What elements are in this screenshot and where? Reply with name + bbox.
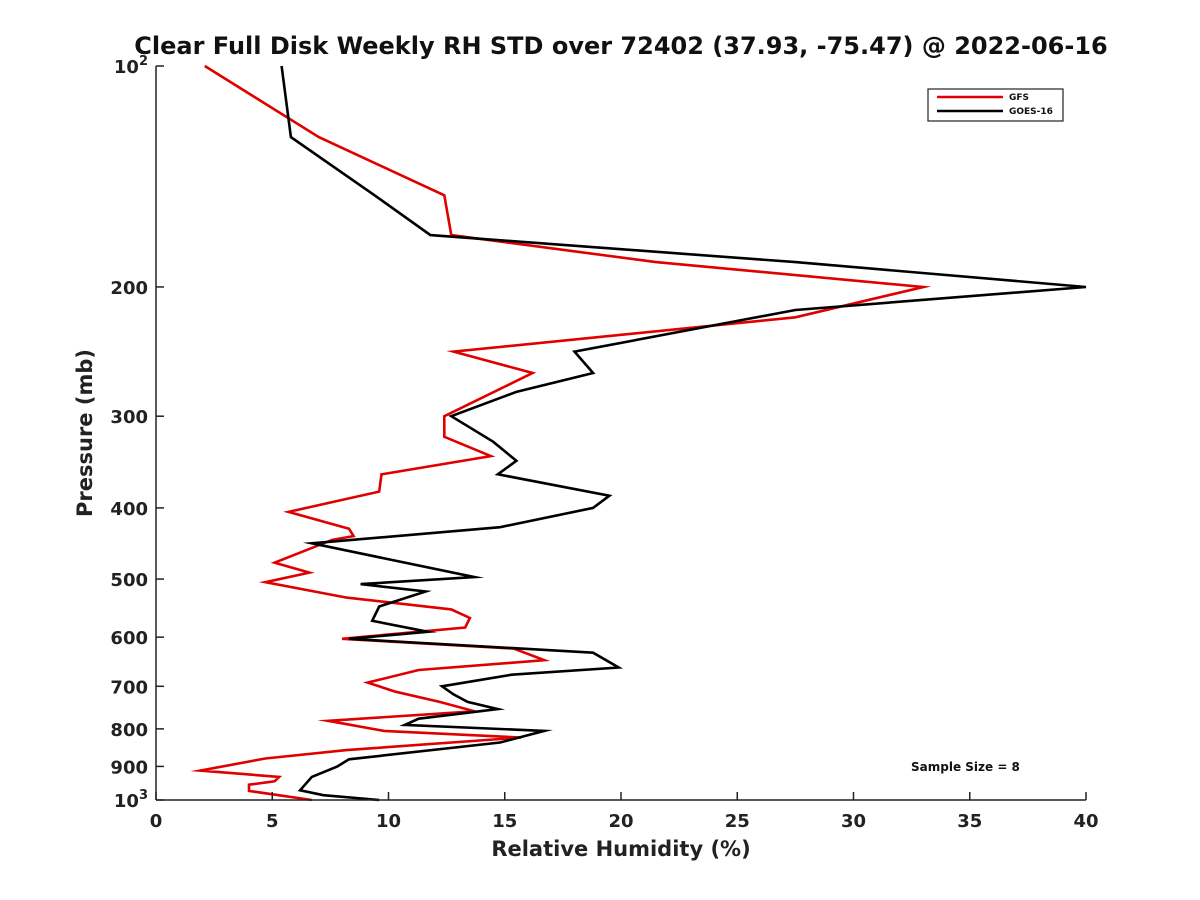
plot-area: 0 5 10 15 20 25 30 35 40 102 200 300 400 500 600 700 80… <box>110 54 1098 832</box>
y-tick-label: 102 <box>114 54 148 78</box>
y-tick-label: 900 <box>110 757 148 778</box>
y-axis-label: Pressure (mb) <box>73 349 97 517</box>
x-tick-label: 5 <box>266 811 279 832</box>
x-tick-label: 15 <box>492 811 517 832</box>
y-tick-label: 400 <box>110 499 148 520</box>
legend-label-gfs: GFS <box>1009 93 1029 103</box>
y-tick-label: 800 <box>110 720 148 741</box>
x-axis-label: Relative Humidity (%) <box>491 837 750 861</box>
y-axis-ticks: 102 200 300 400 500 600 700 800 900 103 <box>110 54 164 812</box>
x-tick-label: 25 <box>725 811 750 832</box>
y-tick-label: 103 <box>114 788 148 812</box>
y-tick-label: 300 <box>110 407 148 428</box>
x-tick-label: 40 <box>1073 811 1098 832</box>
x-tick-label: 20 <box>608 811 633 832</box>
series-layer <box>190 64 1087 802</box>
y-tick-label: 600 <box>110 628 148 649</box>
y-tick-label: 500 <box>110 570 148 591</box>
legend-box <box>927 88 1064 122</box>
y-tick-label: 700 <box>110 677 148 698</box>
y-tick-label: 200 <box>110 278 148 299</box>
x-tick-label: 0 <box>150 811 163 832</box>
legend-label-goes-16: GOES-16 <box>1009 107 1053 117</box>
series-line-goes-16 <box>280 65 1087 802</box>
x-axis-ticks: 0 5 10 15 20 25 30 35 40 <box>150 792 1099 832</box>
legend: GFS GOES-16 <box>927 88 1064 122</box>
x-tick-label: 30 <box>841 811 866 832</box>
sample-size-annotation: Sample Size = 8 <box>911 760 1020 774</box>
series-line-gfs <box>190 64 932 802</box>
chart-title: Clear Full Disk Weekly RH STD over 72402… <box>134 32 1107 60</box>
x-tick-label: 35 <box>957 811 982 832</box>
x-tick-label: 10 <box>376 811 401 832</box>
plot-background <box>156 66 1086 800</box>
